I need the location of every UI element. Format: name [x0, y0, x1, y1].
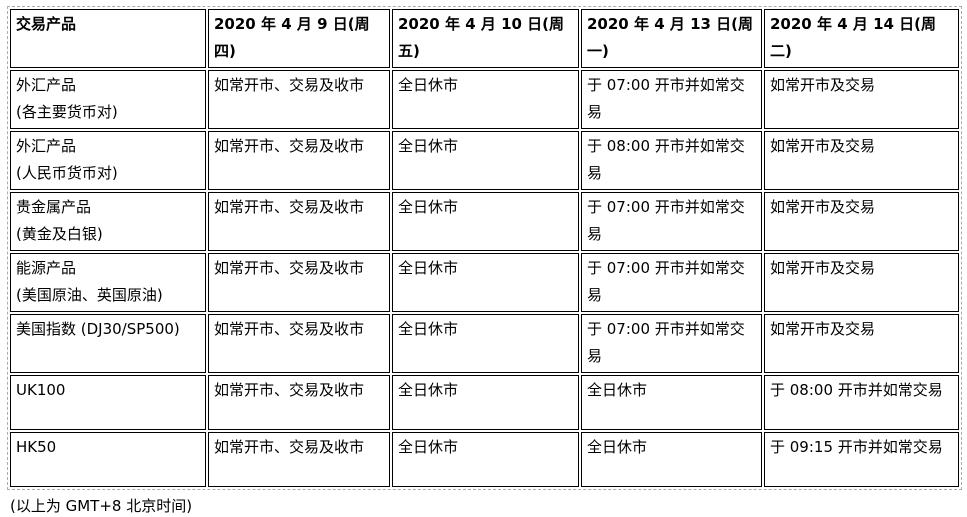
schedule-cell: 如常开市、交易及收市	[208, 314, 390, 373]
product-cell: 外汇产品 (各主要货币对)	[10, 70, 206, 129]
product-name: 能源产品	[16, 259, 77, 277]
schedule-cell: 如常开市、交易及收市	[208, 432, 390, 487]
product-detail: (人民币货币对)	[16, 164, 118, 182]
schedule-cell: 如常开市、交易及收市	[208, 131, 390, 190]
schedule-cell: 如常开市及交易	[764, 131, 959, 190]
product-name: HK50	[16, 438, 57, 456]
schedule-cell: 如常开市及交易	[764, 314, 959, 373]
table-row: 外汇产品 (各主要货币对) 如常开市、交易及收市 全日休市 于 07:00 开市…	[10, 70, 959, 129]
table-row: 能源产品 (美国原油、英国原油) 如常开市、交易及收市 全日休市 于 07:00…	[10, 253, 959, 312]
product-name: 贵金属产品	[16, 198, 92, 216]
product-detail: (各主要货币对)	[16, 103, 118, 121]
table-row: HK50 如常开市、交易及收市 全日休市 全日休市 于 09:15 开市并如常交…	[10, 432, 959, 487]
column-header-apr14: 2020 年 4 月 14 日(周二)	[764, 9, 959, 68]
product-cell: HK50	[10, 432, 206, 487]
schedule-cell: 如常开市、交易及收市	[208, 70, 390, 129]
product-name: UK100	[16, 381, 66, 399]
schedule-cell: 于 07:00 开市并如常交易	[581, 192, 762, 251]
schedule-cell: 全日休市	[581, 432, 762, 487]
product-detail: (黄金及白银)	[16, 225, 103, 243]
column-header-apr13: 2020 年 4 月 13 日(周一)	[581, 9, 762, 68]
product-cell: 贵金属产品 (黄金及白银)	[10, 192, 206, 251]
schedule-cell: 如常开市及交易	[764, 253, 959, 312]
product-cell: 美国指数 (DJ30/SP500)	[10, 314, 206, 373]
schedule-cell: 于 09:15 开市并如常交易	[764, 432, 959, 487]
table-row: 外汇产品 (人民币货币对) 如常开市、交易及收市 全日休市 于 08:00 开市…	[10, 131, 959, 190]
schedule-cell: 全日休市	[392, 192, 579, 251]
column-header-product: 交易产品	[10, 9, 206, 68]
product-name: 外汇产品	[16, 137, 77, 155]
product-cell: UK100	[10, 375, 206, 430]
product-name: 美国指数 (DJ30/SP500)	[16, 320, 180, 338]
schedule-cell: 于 07:00 开市并如常交易	[581, 314, 762, 373]
schedule-cell: 全日休市	[392, 432, 579, 487]
product-cell: 外汇产品 (人民币货币对)	[10, 131, 206, 190]
schedule-cell: 于 07:00 开市并如常交易	[581, 70, 762, 129]
schedule-cell: 全日休市	[392, 375, 579, 430]
product-cell: 能源产品 (美国原油、英国原油)	[10, 253, 206, 312]
product-name: 外汇产品	[16, 76, 77, 94]
schedule-cell: 于 08:00 开市并如常交易	[764, 375, 959, 430]
schedule-cell: 如常开市及交易	[764, 192, 959, 251]
table-row: UK100 如常开市、交易及收市 全日休市 全日休市 于 08:00 开市并如常…	[10, 375, 959, 430]
schedule-cell: 于 07:00 开市并如常交易	[581, 253, 762, 312]
schedule-cell: 如常开市、交易及收市	[208, 253, 390, 312]
schedule-cell: 如常开市、交易及收市	[208, 375, 390, 430]
schedule-cell: 如常开市、交易及收市	[208, 192, 390, 251]
schedule-cell: 于 08:00 开市并如常交易	[581, 131, 762, 190]
table-outline: 交易产品 2020 年 4 月 9 日(周四) 2020 年 4 月 10 日(…	[7, 6, 962, 490]
schedule-cell: 全日休市	[581, 375, 762, 430]
schedule-cell: 全日休市	[392, 70, 579, 129]
column-header-apr10: 2020 年 4 月 10 日(周五)	[392, 9, 579, 68]
schedule-cell: 全日休市	[392, 131, 579, 190]
schedule-cell: 全日休市	[392, 253, 579, 312]
header-row: 交易产品 2020 年 4 月 9 日(周四) 2020 年 4 月 10 日(…	[10, 9, 959, 68]
schedule-cell: 如常开市及交易	[764, 70, 959, 129]
table-row: 贵金属产品 (黄金及白银) 如常开市、交易及收市 全日休市 于 07:00 开市…	[10, 192, 959, 251]
trading-schedule-table: 交易产品 2020 年 4 月 9 日(周四) 2020 年 4 月 10 日(…	[8, 7, 961, 489]
column-header-apr9: 2020 年 4 月 9 日(周四)	[208, 9, 390, 68]
timezone-note: (以上为 GMT+8 北京时间)	[10, 497, 193, 515]
product-detail: (美国原油、英国原油)	[16, 286, 163, 304]
table-row: 美国指数 (DJ30/SP500) 如常开市、交易及收市 全日休市 于 07:0…	[10, 314, 959, 373]
schedule-cell: 全日休市	[392, 314, 579, 373]
